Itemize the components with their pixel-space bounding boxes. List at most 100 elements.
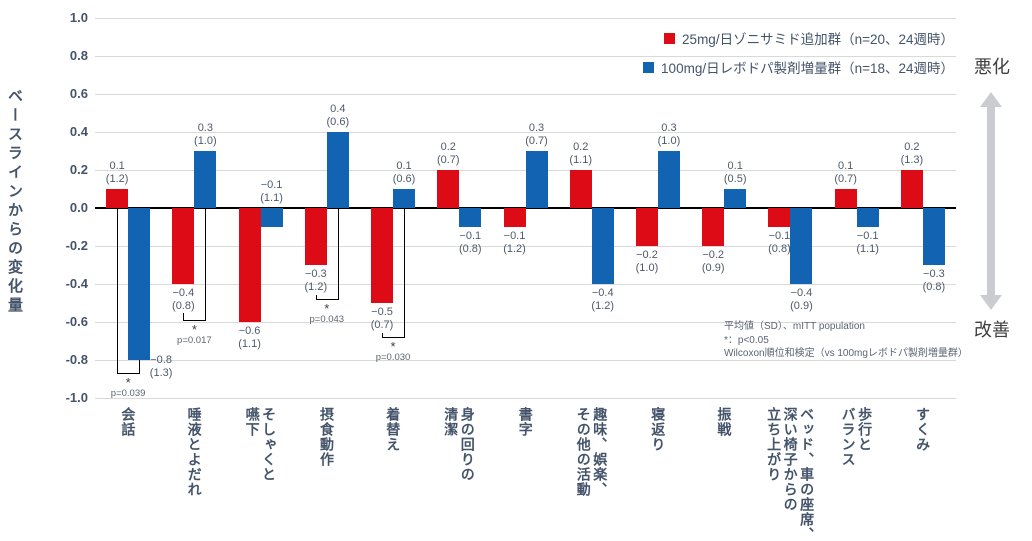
- gridline: [95, 283, 956, 285]
- bar-zonisamide-1: [172, 208, 195, 284]
- y-tick-label: -0.8: [65, 352, 88, 367]
- x-category-text: 趣味、娯楽、 その他の活動: [575, 407, 609, 497]
- legend-marker-red: [664, 32, 676, 44]
- sig-bracket-bar: [183, 320, 207, 322]
- sig-bracket-leg: [139, 360, 141, 374]
- bar-value-label: −0.3 (1.2): [304, 268, 328, 293]
- y-tick-label: -0.6: [65, 314, 88, 329]
- bar-value-label: 0.1 (0.6): [392, 160, 416, 185]
- bar-value-label: 0.3 (1.0): [657, 122, 681, 147]
- bar-zonisamide-4: [371, 208, 394, 303]
- sig-p-label: p=0.017: [177, 335, 212, 347]
- bar-value-label: 0.2 (0.7): [436, 141, 460, 166]
- bar-value-label: −0.1 (1.1): [260, 179, 283, 204]
- sig-bracket-leg: [117, 208, 119, 374]
- x-category-label-3: 摂食動作: [294, 407, 360, 467]
- legend-label-levodopa: 100mg/日レボドパ製剤増量群（n=18、24週時）: [661, 61, 954, 76]
- legend-item-zonisamide: 25mg/日ゾニサミド追加群（n=20、24週時）: [664, 28, 954, 48]
- bar-zonisamide-11: [834, 189, 857, 208]
- y-tick-label: -1.0: [65, 390, 88, 405]
- x-category-label-2: そしゃくと 嚥下: [227, 407, 293, 482]
- bar-levodopa-12: [922, 208, 945, 265]
- bar-levodopa-1: [194, 151, 217, 208]
- gridline: [95, 55, 956, 57]
- x-category-label-6: 書字: [492, 407, 558, 437]
- y-tick-label: 0.8: [69, 48, 88, 63]
- bar-zonisamide-7: [569, 170, 592, 208]
- bar-zonisamide-2: [238, 208, 261, 322]
- x-category-text: 着替え: [385, 407, 402, 452]
- bar-value-label: −0.1 (1.2): [503, 230, 526, 255]
- x-category-label-7: 趣味、娯楽、 その他の活動: [559, 407, 625, 497]
- x-category-text: そしゃくと 嚥下: [244, 407, 278, 482]
- bar-value-label: −0.4 (1.2): [591, 287, 615, 312]
- y-tick-label: 1.0: [69, 10, 88, 25]
- bar-levodopa-10: [790, 208, 813, 284]
- bar-value-label: 0.1 (1.2): [105, 160, 129, 185]
- x-category-text: 摂食動作: [319, 407, 336, 467]
- sig-bracket-leg: [183, 312, 185, 321]
- y-axis-title: ベースラインからの変化量: [6, 88, 23, 316]
- bar-zonisamide-9: [702, 208, 725, 246]
- sig-bracket-leg: [382, 333, 384, 338]
- gridline: [95, 359, 956, 361]
- gridline: [95, 131, 956, 133]
- sig-p-label: p=0.039: [110, 388, 146, 400]
- x-category-text: 振戦: [716, 407, 733, 437]
- bar-levodopa-4: [393, 189, 416, 208]
- y-tick-label: 0.2: [69, 162, 88, 177]
- bar-value-label: −0.5 (0.7): [370, 306, 394, 331]
- sig-bracket-bar: [117, 373, 141, 375]
- gridline: [95, 17, 956, 19]
- worse-label: 悪化: [974, 57, 1010, 77]
- x-category-text: 身の回りの 清潔: [443, 407, 476, 482]
- sig-bracket-bar: [382, 337, 406, 339]
- x-category-text: 書字: [517, 407, 534, 437]
- legend: 25mg/日ゾニサミド追加群（n=20、24週時） 100mg/日レボドパ製剤増…: [643, 28, 954, 77]
- bar-value-label: 0.2 (1.3): [900, 141, 924, 166]
- y-tick-label: 0.4: [69, 124, 88, 139]
- bar-value-label: 0.2 (1.1): [569, 141, 593, 166]
- worse-better-arrow-icon: [978, 92, 1004, 310]
- bar-value-label: −0.1 (1.1): [856, 230, 879, 255]
- bar-levodopa-5: [459, 208, 482, 227]
- bar-value-label: 0.3 (1.0): [194, 122, 217, 147]
- bar-levodopa-0: [128, 208, 151, 360]
- y-tick-label: 0.0: [69, 200, 88, 215]
- gridline: [95, 245, 956, 247]
- x-category-text: 寝返り: [650, 407, 667, 452]
- gridline: [95, 93, 956, 95]
- x-category-text: すくみ: [915, 407, 932, 452]
- y-tick-label: -0.4: [65, 276, 88, 291]
- bar-value-label: −0.2 (0.9): [701, 249, 725, 274]
- x-category-label-4: 着替え: [360, 407, 426, 452]
- x-category-text: 歩行と バランス: [840, 407, 874, 467]
- sig-star: *: [191, 322, 197, 338]
- bar-levodopa-8: [657, 151, 680, 208]
- x-category-label-10: ベッド、車の座席、 深い椅子からの 立ち上がり: [757, 407, 823, 541]
- footnote-test: Wilcoxon順位和検定（vs 100mgレボドパ製剤増量群）: [724, 348, 968, 359]
- footnotes: 平均値（SD）、mITT population *：p<0.05 Wilcoxo…: [724, 320, 968, 361]
- footnote-mean-sd: 平均値（SD）、mITT population: [724, 321, 865, 332]
- gridline: [95, 397, 956, 399]
- bar-levodopa-2: [260, 208, 283, 227]
- legend-item-levodopa: 100mg/日レボドパ製剤増量群（n=18、24週時）: [643, 57, 954, 77]
- bar-zonisamide-6: [503, 208, 526, 227]
- bar-zonisamide-3: [304, 208, 327, 265]
- bar-value-label: −0.6 (1.1): [238, 325, 261, 350]
- x-category-label-1: 唾液とよだれ: [161, 407, 227, 497]
- x-category-label-11: 歩行と バランス: [824, 407, 890, 467]
- bar-value-label: −0.3 (0.8): [922, 268, 946, 293]
- bar-value-label: −0.1 (0.8): [768, 230, 791, 255]
- bar-levodopa-7: [591, 208, 614, 284]
- x-category-label-5: 身の回りの 清潔: [426, 407, 492, 482]
- bar-levodopa-9: [724, 189, 747, 208]
- bar-value-label: −0.4 (0.8): [172, 287, 195, 312]
- x-category-text: 唾液とよだれ: [186, 407, 203, 497]
- gridline: [95, 321, 956, 323]
- arrow-shaft: [987, 106, 995, 296]
- x-category-text: 会話: [120, 407, 137, 437]
- arrow-head-up: [980, 92, 1002, 107]
